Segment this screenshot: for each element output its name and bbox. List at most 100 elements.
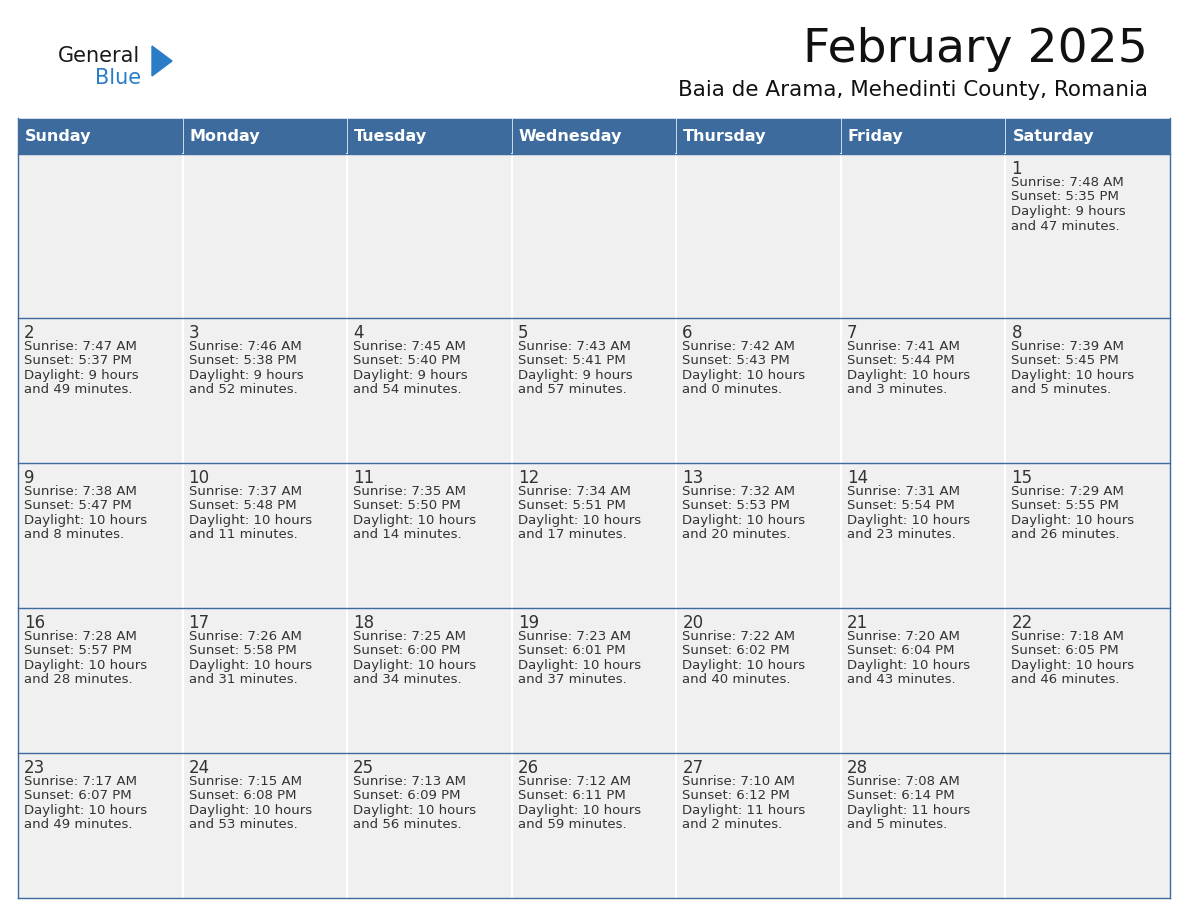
Bar [183, 118, 347, 154]
Text: Daylight: 10 hours: Daylight: 10 hours [24, 804, 147, 817]
Text: 27: 27 [682, 759, 703, 777]
Text: Sunrise: 7:18 AM: Sunrise: 7:18 AM [1011, 630, 1124, 643]
Text: Daylight: 10 hours: Daylight: 10 hours [1011, 369, 1135, 382]
Bar [1005, 118, 1170, 154]
Text: Sunset: 6:14 PM: Sunset: 6:14 PM [847, 789, 954, 802]
Text: Sunrise: 7:12 AM: Sunrise: 7:12 AM [518, 775, 631, 788]
Bar [512, 118, 676, 154]
Text: 20: 20 [682, 614, 703, 632]
Text: Daylight: 10 hours: Daylight: 10 hours [353, 514, 476, 527]
Text: 11: 11 [353, 469, 374, 487]
Text: Daylight: 10 hours: Daylight: 10 hours [189, 514, 311, 527]
Text: and 14 minutes.: and 14 minutes. [353, 528, 462, 542]
Text: Sunrise: 7:37 AM: Sunrise: 7:37 AM [189, 485, 302, 498]
Text: Daylight: 10 hours: Daylight: 10 hours [353, 804, 476, 817]
Text: and 5 minutes.: and 5 minutes. [847, 819, 947, 832]
Text: and 53 minutes.: and 53 minutes. [189, 819, 297, 832]
Text: 9: 9 [24, 469, 34, 487]
Text: Sunrise: 7:41 AM: Sunrise: 7:41 AM [847, 340, 960, 353]
Text: Sunrise: 7:22 AM: Sunrise: 7:22 AM [682, 630, 795, 643]
Text: Sunset: 5:51 PM: Sunset: 5:51 PM [518, 499, 626, 512]
Text: 23: 23 [24, 759, 45, 777]
Text: Daylight: 10 hours: Daylight: 10 hours [189, 804, 311, 817]
Text: and 31 minutes.: and 31 minutes. [189, 673, 297, 687]
Bar [1005, 318, 1170, 463]
Text: Sunrise: 7:20 AM: Sunrise: 7:20 AM [847, 630, 960, 643]
Text: Sunset: 6:00 PM: Sunset: 6:00 PM [353, 644, 461, 657]
Text: Daylight: 10 hours: Daylight: 10 hours [1011, 659, 1135, 672]
Text: Sunset: 6:08 PM: Sunset: 6:08 PM [189, 789, 296, 802]
Bar [841, 463, 1005, 608]
Text: Daylight: 10 hours: Daylight: 10 hours [353, 659, 476, 672]
Polygon shape [152, 46, 172, 76]
Text: Tuesday: Tuesday [354, 129, 428, 143]
Text: General: General [58, 46, 140, 66]
Text: 19: 19 [518, 614, 539, 632]
Bar [676, 318, 841, 463]
Text: and 49 minutes.: and 49 minutes. [24, 819, 133, 832]
Bar [347, 608, 512, 753]
Text: Daylight: 10 hours: Daylight: 10 hours [682, 514, 805, 527]
Text: 8: 8 [1011, 324, 1022, 341]
Text: and 52 minutes.: and 52 minutes. [189, 383, 297, 397]
Text: Sunset: 5:45 PM: Sunset: 5:45 PM [1011, 354, 1119, 367]
Text: 13: 13 [682, 469, 703, 487]
Text: Daylight: 10 hours: Daylight: 10 hours [682, 659, 805, 672]
Text: Sunset: 5:55 PM: Sunset: 5:55 PM [1011, 499, 1119, 512]
Bar [18, 154, 183, 318]
Text: Sunrise: 7:32 AM: Sunrise: 7:32 AM [682, 485, 795, 498]
Text: Daylight: 10 hours: Daylight: 10 hours [682, 369, 805, 382]
Text: 3: 3 [189, 324, 200, 341]
Text: Friday: Friday [848, 129, 904, 143]
Text: and 11 minutes.: and 11 minutes. [189, 528, 297, 542]
Text: 25: 25 [353, 759, 374, 777]
Text: Sunset: 6:09 PM: Sunset: 6:09 PM [353, 789, 461, 802]
Bar [183, 318, 347, 463]
Text: Daylight: 10 hours: Daylight: 10 hours [518, 514, 640, 527]
Text: and 17 minutes.: and 17 minutes. [518, 528, 626, 542]
Text: Blue: Blue [95, 68, 141, 88]
Text: Sunrise: 7:17 AM: Sunrise: 7:17 AM [24, 775, 137, 788]
Text: 4: 4 [353, 324, 364, 341]
Bar [512, 463, 676, 608]
Text: 6: 6 [682, 324, 693, 341]
Bar [347, 753, 512, 898]
Text: February 2025: February 2025 [803, 28, 1148, 73]
Text: Sunset: 5:53 PM: Sunset: 5:53 PM [682, 499, 790, 512]
Text: and 54 minutes.: and 54 minutes. [353, 383, 462, 397]
Text: Sunset: 5:41 PM: Sunset: 5:41 PM [518, 354, 625, 367]
Text: 5: 5 [518, 324, 529, 341]
Text: and 56 minutes.: and 56 minutes. [353, 819, 462, 832]
Bar [512, 154, 676, 318]
Text: Sunset: 6:07 PM: Sunset: 6:07 PM [24, 789, 132, 802]
Text: Sunset: 5:37 PM: Sunset: 5:37 PM [24, 354, 132, 367]
Text: Daylight: 10 hours: Daylight: 10 hours [24, 514, 147, 527]
Text: Daylight: 10 hours: Daylight: 10 hours [847, 514, 969, 527]
Text: Sunrise: 7:47 AM: Sunrise: 7:47 AM [24, 340, 137, 353]
Text: Sunday: Sunday [25, 129, 91, 143]
Text: Sunrise: 7:42 AM: Sunrise: 7:42 AM [682, 340, 795, 353]
Bar [512, 608, 676, 753]
Text: and 20 minutes.: and 20 minutes. [682, 528, 791, 542]
Text: Daylight: 9 hours: Daylight: 9 hours [1011, 205, 1126, 218]
Text: 15: 15 [1011, 469, 1032, 487]
Text: Sunrise: 7:10 AM: Sunrise: 7:10 AM [682, 775, 795, 788]
Bar [841, 118, 1005, 154]
Text: 18: 18 [353, 614, 374, 632]
Text: Sunset: 5:43 PM: Sunset: 5:43 PM [682, 354, 790, 367]
Text: and 28 minutes.: and 28 minutes. [24, 673, 133, 687]
Text: Sunset: 5:44 PM: Sunset: 5:44 PM [847, 354, 954, 367]
Text: Sunset: 5:54 PM: Sunset: 5:54 PM [847, 499, 955, 512]
Text: Daylight: 10 hours: Daylight: 10 hours [518, 804, 640, 817]
Text: and 0 minutes.: and 0 minutes. [682, 383, 783, 397]
Text: Sunset: 5:50 PM: Sunset: 5:50 PM [353, 499, 461, 512]
Text: Monday: Monday [190, 129, 260, 143]
Text: Sunrise: 7:15 AM: Sunrise: 7:15 AM [189, 775, 302, 788]
Text: Sunrise: 7:35 AM: Sunrise: 7:35 AM [353, 485, 466, 498]
Text: Daylight: 9 hours: Daylight: 9 hours [353, 369, 468, 382]
Bar [183, 608, 347, 753]
Text: Sunrise: 7:39 AM: Sunrise: 7:39 AM [1011, 340, 1124, 353]
Bar [347, 154, 512, 318]
Text: 28: 28 [847, 759, 868, 777]
Text: and 8 minutes.: and 8 minutes. [24, 528, 124, 542]
